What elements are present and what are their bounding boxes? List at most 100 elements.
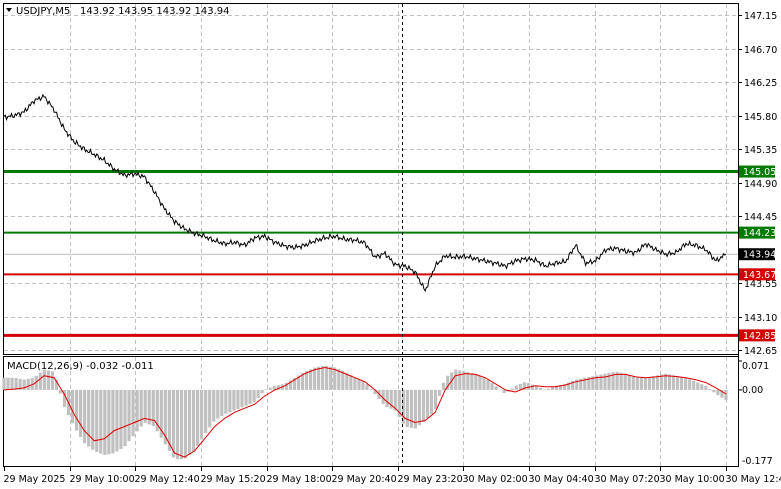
macd-histogram-bar (256, 389, 260, 398)
macd-histogram-bar (417, 389, 422, 426)
macd-histogram-bar (627, 375, 631, 390)
macd-histogram-bar (240, 389, 244, 408)
macd-histogram-bar (296, 375, 301, 390)
macd-histogram-bar (308, 369, 313, 390)
macd-histogram-bar (724, 389, 728, 401)
macd-histogram-bar (671, 375, 676, 390)
macd-histogram-bar (75, 389, 79, 431)
macd-histogram-bar (325, 365, 329, 390)
macd-histogram-bar (458, 370, 462, 390)
macd-histogram-bar (22, 379, 26, 390)
macd-histogram-bar (42, 369, 46, 390)
macd-histogram-bar (139, 389, 143, 427)
time-tick-label: 30 May 02:00 (463, 474, 528, 485)
price-tick-label: 143.55 (744, 279, 777, 290)
price-tick-label: 144.90 (744, 179, 777, 190)
macd-axis-label-bottom: -0.177 (742, 456, 773, 467)
time-tick-label: 29 May 20:40 (332, 474, 397, 485)
macd-histogram-bar (405, 389, 409, 428)
macd-histogram-bar (208, 389, 212, 428)
macd-histogram-bar (288, 380, 292, 390)
macd-histogram-bar (187, 389, 192, 456)
macd-histogram-bar (179, 389, 184, 460)
price-tick-label: 143.10 (744, 313, 777, 324)
macd-histogram-bar (248, 389, 252, 405)
macd-histogram-bar (712, 389, 716, 393)
ohlc-values: 143.92 143.95 143.92 143.94 (80, 6, 230, 17)
time-tick-label: 29 May 12:40 (135, 474, 200, 485)
macd-histogram-bar (526, 382, 530, 390)
macd-histogram-bar (550, 387, 555, 390)
current-price-label: 143.94 (743, 250, 776, 261)
price-pane[interactable] (3, 3, 739, 355)
price-axis: 147.15 146.70 146.25 145.80 145.35 144.90 144.… (738, 11, 777, 391)
macd-histogram-bar (546, 388, 551, 390)
macd-histogram-bar (373, 389, 377, 395)
support-level-tag (739, 268, 775, 281)
macd-histogram-bar (413, 389, 418, 429)
macd-axis-label-top: 0.071 (742, 361, 769, 372)
macd-histogram-bar (357, 379, 361, 390)
macd-histogram-bar (607, 372, 611, 390)
macd-histogram-bar (675, 376, 680, 390)
macd-histogram-bar (498, 389, 502, 391)
price-tick-label: 145.80 (744, 112, 777, 123)
time-tick-label: 29 May 2025 (4, 474, 66, 485)
macd-histogram-bar (494, 386, 498, 390)
macd-histogram-bar (34, 375, 38, 390)
macd-histogram-bar (510, 388, 514, 390)
macd-histogram-bar (119, 389, 123, 449)
macd-histogram-bar (567, 382, 571, 390)
price-tick-label: 142.65 (744, 346, 777, 357)
price-tick-label: 146.70 (744, 45, 777, 56)
macd-histogram-bar (115, 389, 119, 452)
macd-histogram-bar (587, 377, 591, 390)
macd-histogram-bar (542, 389, 547, 391)
macd-histogram-bar (111, 389, 115, 454)
macd-histogram-bar (244, 389, 248, 406)
time-axis: 29 May 2025 29 May 10:00 29 May 12:40 29 Ma… (4, 467, 781, 485)
macd-histogram-bar (99, 389, 103, 454)
macd-histogram-bar (260, 389, 264, 394)
macd-histogram-bar (232, 389, 236, 411)
macd-histogram-bar (647, 376, 651, 390)
macd-histogram-bar (18, 378, 22, 390)
macd-histogram-bar (470, 372, 474, 390)
macd-histogram-bar (91, 389, 95, 450)
macd-histogram-bar (462, 371, 466, 390)
macd-histogram-bar (345, 372, 349, 390)
macd-histogram-bar (171, 389, 176, 458)
macd-histogram-bar (595, 375, 599, 390)
macd-histogram-bar (103, 389, 107, 455)
resistance-level-tag (739, 165, 775, 178)
macd-histogram-bar (191, 389, 196, 452)
macd-histogram-bar (252, 389, 256, 403)
macd-histogram-bar (514, 385, 518, 390)
macd-histogram-bar (30, 378, 34, 390)
time-tick-label: 29 May 10:00 (70, 474, 135, 485)
macd-histogram-bar (490, 383, 494, 390)
macd-histogram-bar (224, 389, 228, 414)
macd-histogram-bar (62, 389, 67, 407)
macd-histogram-bar (651, 376, 655, 390)
macd-histogram-bar (46, 370, 50, 390)
macd-histogram-bar (87, 389, 91, 447)
macd-histogram-bar (369, 389, 373, 390)
level-lines (4, 170, 738, 337)
time-tick-label: 30 May 04:40 (529, 474, 594, 485)
time-tick-label: 29 May 15:20 (201, 474, 266, 485)
macd-histogram-bar (446, 375, 450, 390)
macd-histogram-bar (631, 376, 635, 390)
macd-histogram-bar (615, 371, 619, 390)
macd-histogram-bar (163, 389, 167, 445)
macd-histogram-bar (147, 389, 151, 425)
macd-histogram-bar (571, 380, 575, 390)
macd-histogram-bar (317, 366, 321, 390)
triangle-down-icon[interactable] (6, 8, 12, 12)
macd-histogram-bar (292, 377, 297, 390)
support-level-label: 143.67 (743, 270, 776, 281)
price-tick-label: 146.25 (744, 78, 777, 89)
macd-histogram-bar (70, 389, 75, 424)
macd-histogram-bar (385, 389, 389, 408)
